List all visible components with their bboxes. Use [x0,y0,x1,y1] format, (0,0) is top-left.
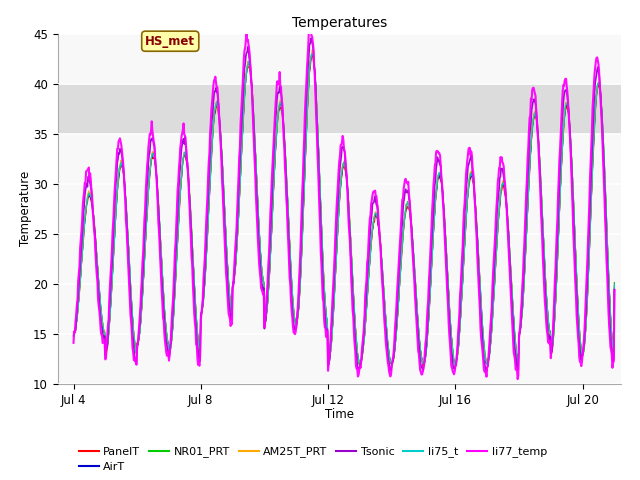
X-axis label: Time: Time [324,408,354,421]
Text: HS_met: HS_met [145,35,195,48]
Bar [58,84,621,134]
Y-axis label: Temperature: Temperature [19,171,31,246]
Title: Temperatures: Temperatures [292,16,387,30]
Legend: PanelT, AirT, NR01_PRT, AM25T_PRT, Tsonic, li75_t, li77_temp: PanelT, AirT, NR01_PRT, AM25T_PRT, Tsoni… [74,442,551,477]
